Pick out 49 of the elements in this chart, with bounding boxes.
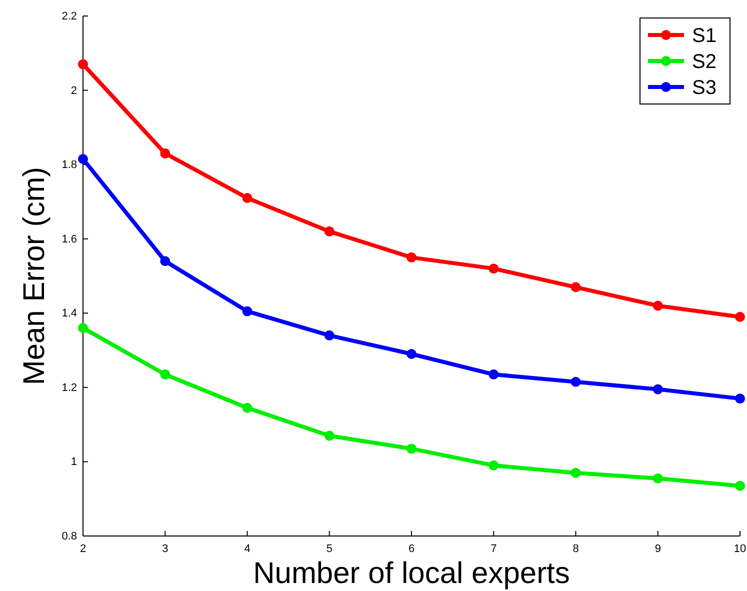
x-tick-label: 5 (326, 542, 332, 555)
point (160, 369, 170, 380)
y-tick-label: 2.2 (62, 10, 77, 23)
point (570, 282, 581, 292)
point (324, 430, 334, 441)
point (242, 402, 252, 413)
y-tick-label: 2 (70, 84, 77, 97)
point (324, 226, 334, 236)
x-tick-label: 4 (244, 542, 250, 555)
point (488, 460, 499, 470)
point (735, 480, 745, 491)
x-tick-label: 8 (572, 542, 579, 555)
point (406, 252, 416, 262)
point (406, 444, 416, 454)
x-axis-title: Number of local experts (253, 557, 570, 590)
y-tick-label: 1 (70, 456, 77, 468)
point (735, 312, 745, 322)
point (652, 300, 663, 311)
point (652, 384, 663, 394)
y-tick-label: 1.6 (62, 233, 77, 246)
point (78, 323, 88, 333)
point (242, 193, 252, 203)
point (406, 349, 416, 359)
point (488, 369, 499, 380)
x-tick-label: 3 (162, 542, 168, 555)
x-tick-label: 10 (734, 542, 746, 555)
point (242, 306, 252, 316)
point (488, 264, 499, 274)
legend-label: S3 (692, 77, 716, 99)
point (160, 256, 170, 266)
legend-label: S2 (692, 51, 716, 73)
point (160, 148, 170, 158)
x-tick-label: 9 (654, 542, 661, 555)
legend-label: S1 (692, 25, 716, 47)
y-tick-label: 0.8 (62, 530, 77, 543)
y-axis-title: Mean Error (cm) (18, 166, 51, 386)
y-tick-label: 1.4 (62, 308, 77, 320)
point (570, 468, 581, 478)
x-tick-label: 2 (80, 542, 86, 555)
point (652, 473, 663, 484)
point (570, 376, 581, 387)
point (78, 59, 88, 70)
point (324, 330, 334, 340)
x-tick-label: 6 (408, 542, 415, 555)
x-tick-label: 7 (490, 542, 497, 555)
point (78, 154, 88, 164)
point (735, 394, 745, 404)
y-tick-label: 1.2 (62, 382, 77, 394)
y-tick-label: 1.8 (62, 159, 77, 172)
